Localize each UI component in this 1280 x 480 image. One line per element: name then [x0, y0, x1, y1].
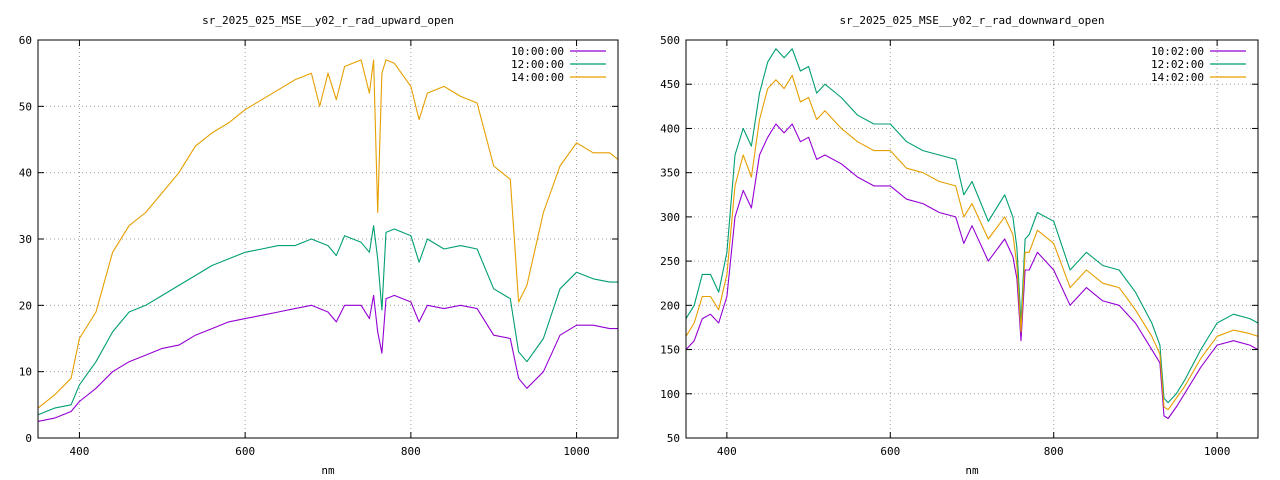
- legend-label: 12:02:00: [1151, 58, 1204, 71]
- legend-label: 14:02:00: [1151, 71, 1204, 84]
- legend-label: 10:02:00: [1151, 45, 1204, 58]
- y-tick-label: 350: [660, 167, 680, 180]
- y-tick-label: 100: [660, 388, 680, 401]
- legend-label: 14:00:00: [511, 71, 564, 84]
- chart-title: sr_2025_025_MSE__y02_r_rad_upward_open: [202, 14, 454, 27]
- y-tick-label: 200: [660, 299, 680, 312]
- series-line-14:00:00: [37, 59, 619, 409]
- plot-frame: [685, 39, 1259, 439]
- y-tick-label: 50: [19, 100, 32, 113]
- series-line-12:00:00: [37, 225, 618, 416]
- y-tick-label: 20: [19, 299, 32, 312]
- y-tick-label: 30: [19, 233, 32, 246]
- y-tick-label: 500: [660, 34, 680, 47]
- y-tick-label: 0: [25, 432, 32, 445]
- series-line-14:02:00: [685, 74, 1259, 411]
- y-tick-label: 40: [19, 167, 32, 180]
- y-tick-label: 300: [660, 211, 680, 224]
- y-tick-label: 150: [660, 344, 680, 357]
- y-tick-label: 450: [660, 78, 680, 91]
- chart-panel-2: sr_2025_025_MSE__y02_r_rad_downward_open…: [660, 14, 1259, 477]
- x-tick-label: 400: [69, 445, 89, 458]
- y-tick-label: 250: [660, 255, 680, 268]
- x-tick-label: 600: [235, 445, 255, 458]
- legend-label: 12:00:00: [511, 58, 564, 71]
- x-axis-label: nm: [965, 464, 979, 477]
- series-line-12:02:00: [685, 48, 1259, 404]
- chart-panel-1: sr_2025_025_MSE__y02_r_rad_upward_open 40…: [19, 14, 619, 477]
- x-tick-label: 600: [880, 445, 900, 458]
- legend-label: 10:00:00: [511, 45, 564, 58]
- y-tick-label: 50: [667, 432, 680, 445]
- x-tick-label: 800: [401, 445, 421, 458]
- x-tick-label: 1000: [563, 445, 590, 458]
- x-tick-label: 800: [1044, 445, 1064, 458]
- y-tick-label: 10: [19, 366, 32, 379]
- x-tick-label: 1000: [1204, 445, 1231, 458]
- x-axis-label: nm: [321, 464, 335, 477]
- series-line-10:02:00: [685, 123, 1259, 420]
- y-tick-label: 60: [19, 34, 32, 47]
- y-tick-label: 400: [660, 122, 680, 135]
- x-tick-label: 400: [717, 445, 737, 458]
- series-line-10:00:00: [37, 294, 618, 422]
- chart-title: sr_2025_025_MSE__y02_r_rad_downward_open: [840, 14, 1105, 27]
